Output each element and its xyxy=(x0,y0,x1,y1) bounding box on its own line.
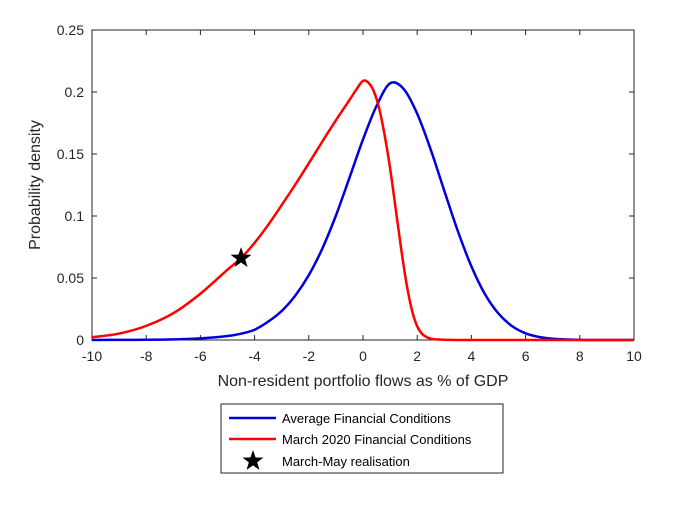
legend-entry-label: Average Financial Conditions xyxy=(282,411,451,426)
average-conditions-line xyxy=(91,81,635,342)
x-tick-label: -4 xyxy=(248,348,261,364)
x-tick-label: -8 xyxy=(140,348,153,364)
legend: Average Financial Conditions March 2020 F… xyxy=(220,403,504,474)
x-tick-label: 8 xyxy=(576,348,584,364)
x-tick-label: 4 xyxy=(468,348,476,364)
x-tick-label: 2 xyxy=(413,348,421,364)
x-tick-label: -6 xyxy=(194,348,207,364)
x-tick-label: -10 xyxy=(82,348,102,364)
x-axis-label: Non-resident portfolio flows as % of GDP xyxy=(218,373,509,390)
y-tick-label: 0.1 xyxy=(65,208,85,224)
x-tick-label: 6 xyxy=(522,348,530,364)
y-axis-label: Probability density xyxy=(27,120,44,250)
x-axis-ticks: -10 -8 -6 -4 -2 0 2 4 6 8 10 xyxy=(82,30,642,364)
y-tick-label: 0 xyxy=(76,332,84,348)
y-tick-label: 0.2 xyxy=(65,84,85,100)
x-tick-label: 10 xyxy=(626,348,642,364)
y-axis-ticks: 0 0.05 0.1 0.15 0.2 0.25 xyxy=(57,22,634,348)
realisation-star-marker xyxy=(230,247,252,268)
march-2020-conditions-line xyxy=(91,79,634,342)
y-tick-label: 0.15 xyxy=(57,146,84,162)
plot-area xyxy=(91,29,635,341)
y-tick-label: 0.05 xyxy=(57,270,84,286)
x-tick-label: -2 xyxy=(303,348,316,364)
legend-entry-label: March 2020 Financial Conditions xyxy=(282,432,472,447)
y-tick-label: 0.25 xyxy=(57,22,84,38)
x-tick-label: 0 xyxy=(359,348,367,364)
series-layer xyxy=(91,79,635,342)
legend-star-marker xyxy=(242,450,264,470)
legend-entry-label: March-May realisation xyxy=(282,454,410,469)
